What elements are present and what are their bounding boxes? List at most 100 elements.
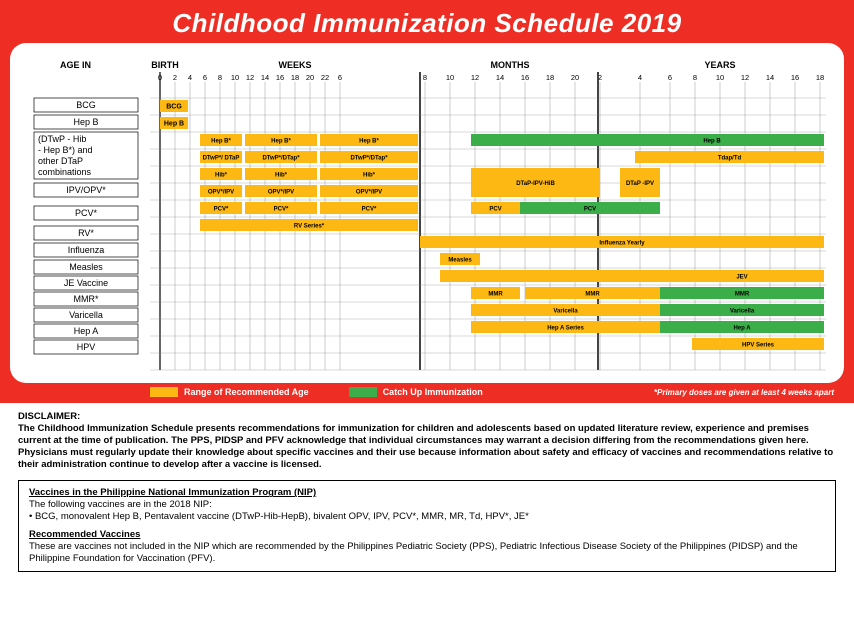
svg-text:Tdap/Td: Tdap/Td <box>718 156 742 162</box>
legend: Range of Recommended Age Catch Up Immuni… <box>10 383 844 397</box>
svg-text:PCV: PCV <box>584 207 596 213</box>
svg-text:4: 4 <box>638 73 642 82</box>
svg-text:MMR: MMR <box>488 292 503 298</box>
svg-text:DTwP*/ DTaP: DTwP*/ DTaP <box>203 156 240 162</box>
svg-text:14: 14 <box>496 73 504 82</box>
nip-h2: Recommended Vaccines <box>29 529 140 540</box>
svg-text:PCV: PCV <box>489 207 501 213</box>
svg-text:12: 12 <box>471 73 479 82</box>
legend-rec-label: Range of Recommended Age <box>184 387 309 397</box>
svg-text:4: 4 <box>188 73 192 82</box>
svg-text:DTwP*/DTap*: DTwP*/DTap* <box>262 156 300 162</box>
svg-text:8: 8 <box>693 73 697 82</box>
svg-text:Hib*: Hib* <box>275 173 288 179</box>
svg-text:(DTwP - Hib: (DTwP - Hib <box>38 134 86 144</box>
svg-text:other DTaP: other DTaP <box>38 156 83 166</box>
svg-text:20: 20 <box>306 73 314 82</box>
svg-text:18: 18 <box>816 73 824 82</box>
svg-text:Hep B: Hep B <box>164 121 184 128</box>
svg-text:16: 16 <box>276 73 284 82</box>
svg-text:RV*: RV* <box>78 228 94 238</box>
legend-recommended: Range of Recommended Age <box>150 387 309 397</box>
schedule-svg: AGE INBIRTHWEEKSMONTHSYEARS0246810121416… <box>20 51 834 377</box>
svg-text:Hib*: Hib* <box>215 173 228 179</box>
svg-text:PCV*: PCV* <box>214 207 229 213</box>
svg-text:Hep B: Hep B <box>703 139 721 145</box>
svg-text:MMR*: MMR* <box>74 294 99 304</box>
nip-l2: • BCG, monovalent Hep B, Pentavalent vac… <box>29 511 529 522</box>
svg-text:- Hep B*) and: - Hep B*) and <box>38 145 93 155</box>
svg-text:PCV*: PCV* <box>75 208 98 218</box>
svg-text:OPV*/IPV: OPV*/IPV <box>356 190 382 196</box>
legend-note: *Primary doses are given at least 4 week… <box>654 388 834 397</box>
svg-text:6: 6 <box>203 73 207 82</box>
svg-text:BCG: BCG <box>76 100 96 110</box>
svg-text:Measles: Measles <box>448 258 472 264</box>
disclaimer-heading: DISCLAIMER: <box>18 411 80 422</box>
svg-text:PCV*: PCV* <box>362 207 377 213</box>
svg-text:18: 18 <box>291 73 299 82</box>
svg-text:16: 16 <box>791 73 799 82</box>
svg-text:Influenza: Influenza <box>68 245 105 255</box>
schedule-chart: AGE INBIRTHWEEKSMONTHSYEARS0246810121416… <box>10 43 844 383</box>
svg-text:Hep B*: Hep B* <box>271 139 291 145</box>
svg-text:IPV/OPV*: IPV/OPV* <box>66 185 106 195</box>
schedule-panel: Childhood Immunization Schedule 2019 AGE… <box>0 0 854 403</box>
svg-text:12: 12 <box>246 73 254 82</box>
svg-text:Varicella: Varicella <box>553 309 578 315</box>
svg-text:DTwP*/DTap*: DTwP*/DTap* <box>350 156 388 162</box>
svg-text:20: 20 <box>571 73 579 82</box>
svg-text:DTaP-IPV-HiB: DTaP-IPV-HiB <box>516 181 555 187</box>
legend-catch-label: Catch Up Immunization <box>383 387 483 397</box>
svg-text:6: 6 <box>338 73 342 82</box>
svg-text:Hep A Series: Hep A Series <box>547 326 584 332</box>
svg-text:Measles: Measles <box>69 262 103 272</box>
svg-text:HPV: HPV <box>77 342 96 352</box>
svg-text:14: 14 <box>766 73 774 82</box>
svg-text:Hep A: Hep A <box>733 326 751 332</box>
svg-text:DTaP -IPV: DTaP -IPV <box>626 181 654 187</box>
svg-text:YEARS: YEARS <box>704 60 735 70</box>
nip-l1: The following vaccines are in the 2018 N… <box>29 499 212 510</box>
svg-text:22: 22 <box>321 73 329 82</box>
svg-text:6: 6 <box>668 73 672 82</box>
svg-text:Hep B: Hep B <box>73 117 98 127</box>
svg-text:Influenza Yearly: Influenza Yearly <box>599 241 645 247</box>
nip-l3: These are vaccines not included in the N… <box>29 541 798 564</box>
svg-text:10: 10 <box>231 73 239 82</box>
svg-text:14: 14 <box>261 73 269 82</box>
nip-box: Vaccines in the Philippine National Immu… <box>18 480 836 571</box>
swatch-gold <box>150 387 178 397</box>
svg-text:Hep B*: Hep B* <box>359 139 379 145</box>
svg-text:HPV Series: HPV Series <box>742 343 775 349</box>
svg-text:18: 18 <box>546 73 554 82</box>
svg-text:12: 12 <box>741 73 749 82</box>
svg-text:combinations: combinations <box>38 167 92 177</box>
svg-text:Varicella: Varicella <box>69 310 103 320</box>
svg-text:OPV*/IPV: OPV*/IPV <box>208 190 234 196</box>
svg-text:WEEKS: WEEKS <box>278 60 311 70</box>
swatch-green <box>349 387 377 397</box>
svg-text:2: 2 <box>173 73 177 82</box>
svg-text:10: 10 <box>716 73 724 82</box>
svg-text:Hep A: Hep A <box>74 326 99 336</box>
svg-text:JEV: JEV <box>736 275 747 281</box>
page-title: Childhood Immunization Schedule 2019 <box>10 8 844 39</box>
svg-text:RV Series*: RV Series* <box>294 224 325 230</box>
svg-text:10: 10 <box>446 73 454 82</box>
svg-text:AGE IN: AGE IN <box>60 60 91 70</box>
svg-text:BIRTH: BIRTH <box>151 60 179 70</box>
svg-text:Hep B*: Hep B* <box>211 139 231 145</box>
svg-text:OPV*/IPV: OPV*/IPV <box>268 190 294 196</box>
svg-text:MONTHS: MONTHS <box>491 60 530 70</box>
svg-text:PCV*: PCV* <box>274 207 289 213</box>
svg-text:JE Vaccine: JE Vaccine <box>64 278 108 288</box>
svg-text:MMR: MMR <box>585 292 600 298</box>
svg-text:8: 8 <box>218 73 222 82</box>
disclaimer: DISCLAIMER: The Childhood Immunization S… <box>0 403 854 474</box>
svg-text:8: 8 <box>423 73 427 82</box>
svg-text:16: 16 <box>521 73 529 82</box>
nip-h1: Vaccines in the Philippine National Immu… <box>29 487 316 498</box>
disclaimer-body: The Childhood Immunization Schedule pres… <box>18 423 833 470</box>
legend-catchup: Catch Up Immunization <box>349 387 483 397</box>
